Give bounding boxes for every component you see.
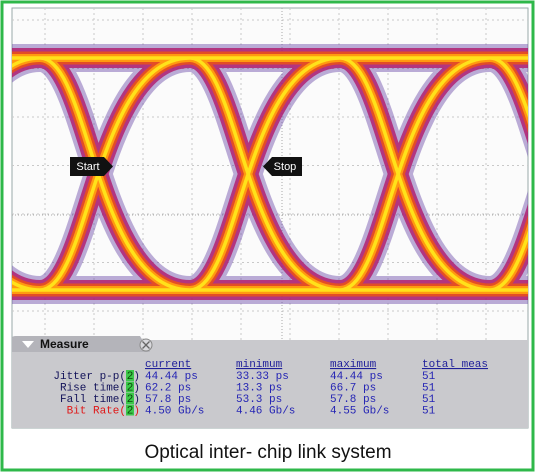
cell-value: 51 — [422, 371, 436, 383]
start-marker: Start — [70, 157, 113, 176]
panel-bg — [12, 340, 528, 428]
cell-value: 62.2 ps — [145, 383, 191, 395]
close-glyph — [142, 341, 150, 349]
measure-panel: Measure current minimum maximum total meas)… — [12, 336, 528, 428]
marker-flag — [70, 157, 113, 176]
channel-badge — [126, 393, 134, 404]
cell-value: 53.3 ps — [236, 394, 282, 406]
cell-value: 33.33 ps — [236, 371, 289, 383]
cell-value: 51 — [422, 406, 436, 418]
cell-value: 4.55 Gb/s — [330, 406, 389, 418]
row-channel: 2 — [127, 383, 134, 395]
row-channel: 2 — [127, 394, 134, 406]
column-header: total meas — [422, 359, 488, 371]
row-close: ) — [133, 383, 140, 395]
row-label: Fall time( — [60, 394, 126, 406]
stop-marker: Stop — [263, 157, 302, 176]
column-header: current — [145, 359, 191, 371]
cell-value: 13.3 ps — [236, 383, 282, 395]
marker-label: Stop — [274, 161, 297, 173]
row-label: Bit Rate( — [67, 406, 126, 418]
row-label: Jitter p-p( — [53, 371, 126, 383]
cell-value: 44.44 ps — [330, 371, 383, 383]
cell-value: 57.8 ps — [330, 394, 376, 406]
cell-value: 4.46 Gb/s — [236, 406, 295, 418]
cell-value: 4.50 Gb/s — [145, 406, 204, 418]
cell-value: 66.7 ps — [330, 383, 376, 395]
cell-value: 44.44 ps — [145, 371, 198, 383]
caption: Optical inter- chip link system — [144, 442, 391, 463]
column-header: maximum — [330, 359, 377, 371]
row-close: ) — [133, 394, 140, 406]
panel-title: Measure — [40, 337, 89, 351]
cell-value: 51 — [422, 394, 436, 406]
row-close: ) — [133, 371, 140, 383]
marker-flag — [263, 157, 302, 176]
marker-label: Start — [76, 161, 99, 173]
channel-badge — [126, 370, 134, 381]
row-channel: 2 — [127, 406, 134, 418]
cell-value: 57.8 ps — [145, 394, 191, 406]
row-close: ) — [133, 406, 140, 418]
collapse-icon[interactable] — [22, 341, 34, 348]
channel-badge — [126, 404, 134, 416]
row-channel: 2 — [127, 371, 134, 383]
panel-tab — [12, 336, 150, 352]
row-label: Rise time( — [60, 383, 126, 395]
channel-badge — [126, 381, 134, 393]
close-icon[interactable] — [139, 338, 153, 352]
cell-value: 51 — [422, 383, 436, 395]
column-header: minimum — [236, 359, 283, 371]
